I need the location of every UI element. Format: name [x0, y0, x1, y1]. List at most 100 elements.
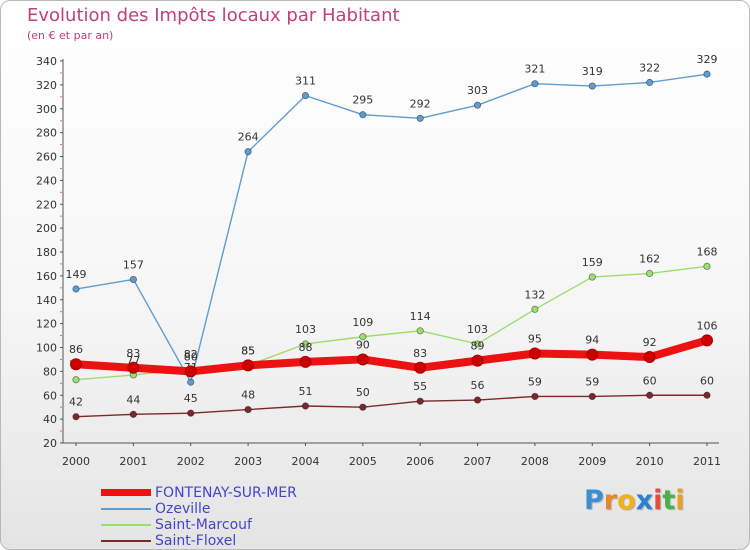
data-point: [187, 409, 195, 417]
data-label: 89: [471, 340, 485, 353]
x-tick-label: 2005: [349, 455, 377, 468]
data-point: [244, 148, 252, 156]
data-point: [299, 355, 312, 368]
y-tick-label: 40: [43, 413, 57, 426]
y-tick-label: 200: [36, 222, 57, 235]
data-point: [359, 403, 367, 411]
data-point: [528, 347, 541, 360]
x-tick-label: 2007: [464, 455, 492, 468]
data-label: 83: [126, 347, 140, 360]
data-point: [301, 340, 310, 348]
data-label: 103: [467, 323, 488, 336]
data-label: 264: [238, 131, 259, 144]
data-point: [359, 111, 367, 119]
data-point: [416, 114, 424, 122]
data-point: [471, 354, 484, 367]
brand-letter: x: [635, 485, 654, 516]
y-tick-label: 20: [43, 437, 57, 450]
data-label: 303: [467, 84, 488, 97]
data-label: 159: [582, 256, 603, 269]
data-label: 103: [295, 323, 316, 336]
data-point: [703, 391, 711, 399]
x-tick-label: 2003: [234, 455, 262, 468]
data-label: 82: [184, 348, 198, 361]
data-label: 56: [471, 379, 485, 392]
x-tick-label: 2004: [291, 455, 319, 468]
x-tick-label: 2001: [119, 455, 147, 468]
data-label: 83: [413, 347, 427, 360]
data-point: [414, 361, 427, 374]
x-tick-label: 2006: [406, 455, 434, 468]
data-label: 149: [66, 268, 87, 281]
data-label: 44: [126, 393, 140, 406]
data-label: 319: [582, 65, 603, 78]
data-point: [473, 340, 482, 348]
y-tick-label: 120: [36, 318, 57, 331]
data-point: [646, 269, 654, 278]
y-tick-label: 100: [36, 342, 57, 355]
data-label: 114: [410, 310, 431, 323]
data-point: [242, 359, 255, 372]
data-point: [127, 361, 140, 374]
y-tick-label: 260: [36, 151, 57, 164]
legend-swatch: [101, 524, 151, 526]
data-label: 292: [410, 97, 431, 110]
data-point: [70, 358, 82, 371]
data-label: 85: [241, 344, 255, 357]
data-label: 168: [697, 245, 718, 258]
x-tick-label: 2000: [62, 455, 90, 468]
y-tick-label: 220: [36, 198, 57, 211]
data-label: 60: [643, 374, 657, 387]
series-line-fontenay-sur-mer: [72, 336, 711, 376]
data-point: [586, 348, 599, 361]
data-point: [187, 378, 195, 386]
brand-letter: t: [662, 485, 676, 516]
data-label: 132: [524, 288, 545, 301]
data-label: 329: [697, 53, 718, 66]
data-label: 157: [123, 258, 144, 271]
y-tick-label: 180: [36, 246, 57, 259]
brand-logo: Proxiti: [584, 485, 685, 516]
brand-letter: i: [653, 485, 663, 516]
y-tick-label: 160: [36, 270, 57, 283]
chart-title: Evolution des Impôts locaux par Habitant: [27, 5, 400, 26]
data-label: 51: [298, 385, 312, 398]
data-point: [531, 392, 539, 401]
y-tick-label: 340: [36, 55, 57, 68]
data-point: [643, 351, 656, 364]
y-tick-label: 80: [43, 365, 57, 378]
data-point: [129, 275, 137, 284]
data-label: 88: [298, 341, 312, 354]
y-tick-label: 60: [43, 389, 57, 402]
data-point: [184, 365, 197, 378]
series-line-ozeville: [75, 73, 708, 383]
y-tick-label: 140: [36, 294, 57, 307]
legend-label: Ozeville: [155, 501, 211, 517]
data-label: 109: [352, 316, 373, 329]
data-point: [588, 82, 596, 90]
data-point: [359, 333, 367, 341]
data-label: 80: [184, 350, 198, 363]
chart-subtitle: (en € et par an): [27, 29, 114, 42]
data-label: 48: [241, 389, 255, 402]
x-tick-label: 2011: [693, 455, 721, 468]
data-point: [72, 376, 80, 384]
data-point: [473, 101, 482, 109]
data-label: 106: [697, 319, 718, 332]
data-label: 321: [524, 63, 545, 76]
data-label: 295: [352, 94, 373, 107]
data-label: 60: [700, 374, 714, 387]
data-label: 162: [639, 252, 660, 265]
data-point: [588, 273, 596, 281]
data-point: [646, 78, 654, 87]
data-point: [531, 80, 539, 88]
brand-letter: r: [603, 485, 618, 516]
data-point: [701, 334, 713, 347]
data-label: 92: [643, 336, 657, 349]
y-tick-label: 320: [36, 79, 57, 92]
data-point: [244, 405, 252, 414]
data-point: [301, 402, 310, 410]
legend-swatch: [101, 540, 151, 542]
